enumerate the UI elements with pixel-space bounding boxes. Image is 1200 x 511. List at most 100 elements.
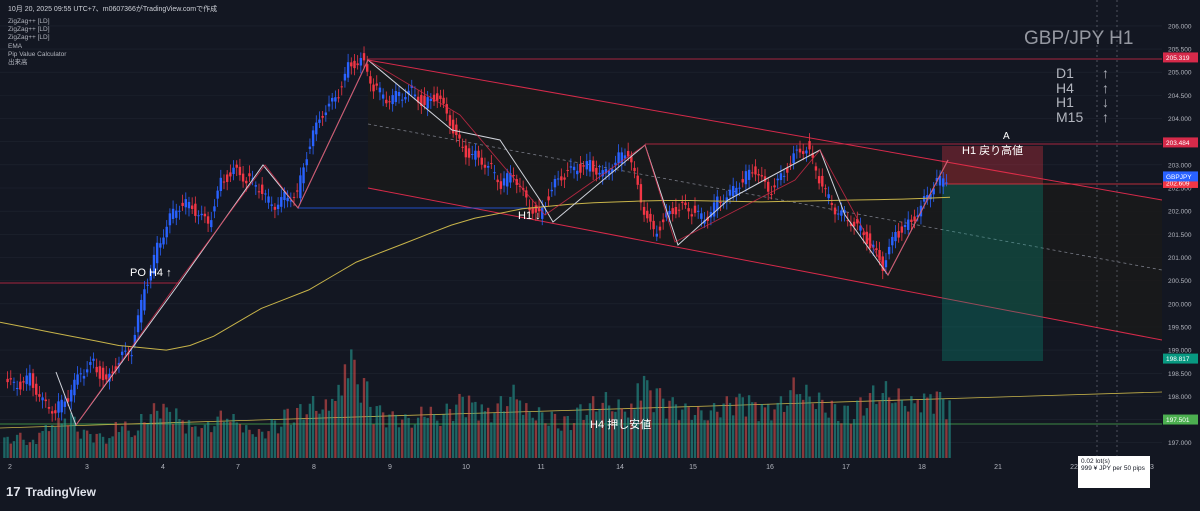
candle-body: [248, 173, 251, 177]
candle-body: [808, 141, 811, 150]
volume-bar: [894, 402, 897, 458]
volume-bar: [194, 426, 197, 458]
volume-bar: [76, 431, 79, 458]
volume-bar: [442, 414, 445, 458]
volume-bar: [744, 416, 748, 458]
volume-bar: [63, 418, 67, 458]
candle-body: [617, 152, 620, 164]
candle-body: [607, 170, 611, 175]
volume-bar: [346, 378, 350, 458]
candle-body: [553, 178, 557, 188]
candle-body: [569, 166, 573, 168]
indicator-volume[interactable]: 出来高: [8, 59, 28, 67]
volume-bar: [171, 423, 175, 458]
volume-bar: [28, 442, 32, 458]
volume-bar: [544, 423, 547, 458]
time-axis[interactable]: 2 3 4 7 8 9 10 11 14 15 16 17 18 21 22 23: [8, 464, 1154, 471]
candle-body: [674, 206, 678, 215]
price-tick-label: 197.000: [1168, 440, 1192, 447]
volume-bar: [362, 378, 366, 458]
candle-body: [22, 381, 25, 383]
price-tick-label: 201.000: [1168, 255, 1192, 262]
candle-body: [754, 166, 757, 175]
candle-body: [474, 150, 477, 160]
volume-bar: [668, 400, 671, 458]
volume-bar: [423, 416, 426, 458]
candle-body: [381, 94, 385, 99]
candle-body: [235, 164, 238, 168]
candle-body: [197, 215, 200, 217]
candle-body: [779, 173, 783, 181]
volume-bar: [926, 397, 929, 458]
candle-body: [260, 184, 264, 194]
candle-body: [66, 398, 70, 402]
candle-body: [910, 219, 913, 222]
candle-body: [846, 220, 849, 222]
volume-bar: [197, 436, 200, 458]
indicator-zigzag-1[interactable]: ZigZag++ [LD]: [8, 18, 50, 25]
volume-bar: [490, 422, 493, 458]
volume-bar: [786, 405, 789, 458]
candle-body: [572, 166, 576, 171]
volume-bar: [19, 432, 22, 458]
volume-bar: [162, 403, 165, 458]
indicator-ema[interactable]: EMA: [8, 42, 23, 50]
candle-body: [811, 153, 814, 158]
volume-bar: [935, 391, 939, 458]
volume-bar: [219, 410, 223, 458]
volume-bar: [6, 436, 9, 458]
volume-bar: [353, 359, 356, 458]
candle-body: [73, 379, 76, 396]
volume-bar: [556, 428, 560, 458]
indicator-zigzag-2[interactable]: ZigZag++ [LD]: [8, 26, 50, 34]
volume-bar: [276, 433, 280, 458]
volume-bar: [289, 424, 293, 458]
candle-body: [731, 186, 735, 197]
volume-bar: [413, 424, 417, 458]
volume-bar: [264, 438, 267, 458]
candle-body: [795, 149, 799, 151]
candle-body: [305, 159, 308, 166]
time-tick-label: 23: [1146, 464, 1154, 471]
candle-body: [114, 366, 117, 371]
volume-bar: [410, 427, 413, 458]
volume-bar: [706, 420, 709, 458]
volume-bar: [95, 433, 98, 458]
volume-bar: [44, 425, 47, 458]
time-tick-label: 14: [616, 464, 624, 471]
volume-bar: [105, 443, 108, 458]
candle-body: [725, 197, 729, 203]
volume-bar: [41, 431, 44, 458]
candle-body: [496, 179, 499, 183]
volume-bar: [747, 395, 751, 458]
candle-body: [868, 233, 872, 249]
volume-bar: [12, 441, 16, 458]
reward-zone: [942, 184, 1043, 361]
candle-body: [359, 57, 363, 66]
tradingview-logo[interactable]: 17 TradingView: [6, 484, 96, 499]
candle-body: [401, 99, 404, 101]
indicator-zigzag-3[interactable]: ZigZag++ [LD]: [8, 34, 50, 42]
tf-row-h4: H4 ↑: [1056, 80, 1109, 96]
volume-bar: [267, 431, 270, 458]
indicator-pip-calc[interactable]: Pip Value Calculator: [8, 50, 67, 58]
candle-body: [280, 197, 283, 207]
volume-bar: [73, 416, 76, 458]
candle-body: [471, 154, 474, 156]
candle-body: [413, 94, 417, 97]
candle-body: [12, 381, 16, 383]
candle-body: [194, 203, 197, 216]
candle-body: [502, 178, 506, 186]
candle-body: [299, 175, 302, 199]
candle-body: [633, 167, 636, 172]
price-tag-label: GBPJPY: [1166, 174, 1192, 181]
volume-bar: [684, 403, 687, 458]
candle-body: [60, 399, 63, 413]
candle-body: [566, 169, 569, 171]
volume-bar: [942, 398, 945, 458]
candle-body: [152, 254, 156, 275]
volume-bar: [563, 416, 566, 458]
volume-bar: [22, 439, 25, 458]
